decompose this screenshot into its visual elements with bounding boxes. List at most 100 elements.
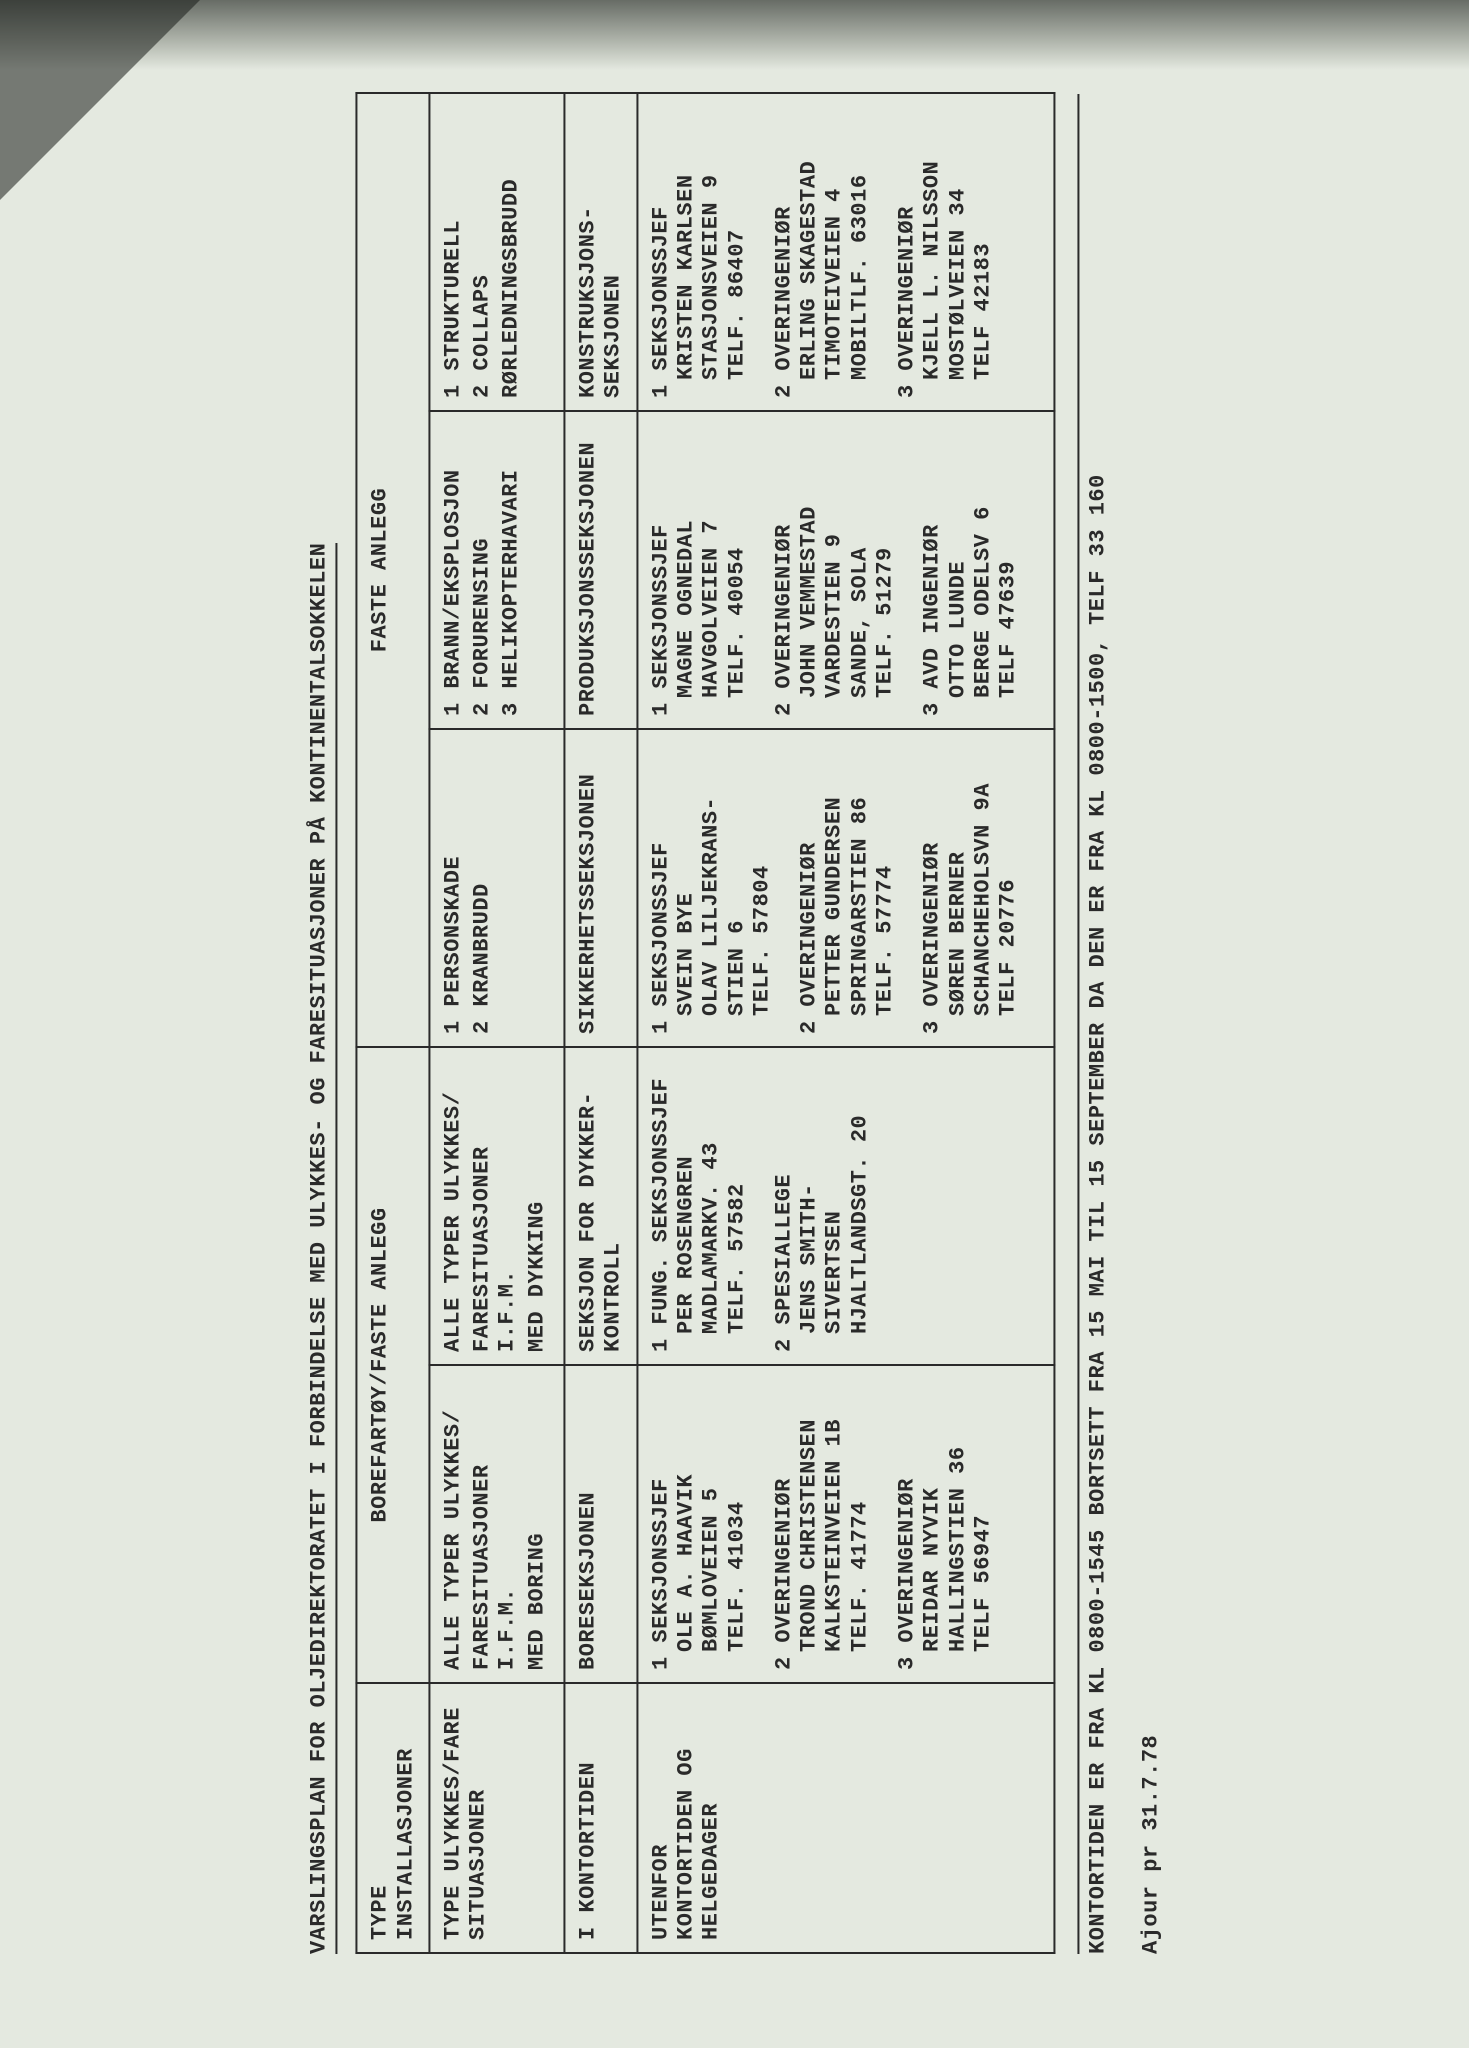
contact-title: 2 OVERINGENIØR [771, 424, 796, 716]
contact-name: SØREN BERNER [945, 742, 970, 1034]
contact-tel: TELF. 57582 [724, 1060, 749, 1352]
contact-name: ERLING SKAGESTAD [796, 106, 821, 398]
contact-tel: TELF. 57804 [749, 742, 774, 1034]
contact-tel: TELF. 57774 [872, 742, 897, 1034]
header-row: TYPE INSTALLASJONER BOREFARTØY/FASTE ANL… [356, 93, 429, 1953]
type-c4: 1 BRANN/EKSPLOSJON 2 FORURENSING 3 HELIK… [429, 411, 564, 729]
contact-addr: HAVGOLVEIEN 7 [698, 424, 723, 716]
text: FARESITUASJONER I.F.M. [469, 1060, 520, 1352]
varslingsplan-table: TYPE INSTALLASJONER BOREFARTØY/FASTE ANL… [355, 92, 1054, 1954]
kontor-c5: KONSTRUKSJONS-SEKSJONEN [564, 93, 637, 411]
contact-addr: KALKSTEINVEIEN 1B [821, 1378, 846, 1670]
contact-tel: TELF. 40054 [724, 424, 749, 716]
utenfor-c3: 1 SEKSJONSSJEFSVEIN BYEOLAV LILJEKRANS-S… [637, 729, 1054, 1047]
contact-block: 2 OVERINGENIØRJOHN VEMMESTADVARDESTIEN 9… [771, 424, 897, 716]
text: 2 FORURENSING [469, 424, 494, 716]
contact-title: 2 SPESIALLEGE [771, 1060, 796, 1352]
contact-block: 2 OVERINGENIØRPETTER GUNDERSENSPRINGARST… [796, 742, 897, 1034]
text: 3 HELIKOPTERHAVARI [498, 424, 523, 716]
type-c1: ALLE TYPER ULYKKES/ FARESITUASJONER I.F.… [429, 1365, 564, 1683]
contact-title: 1 FUNG. SEKSJONSSJEF [648, 1060, 673, 1352]
contact-title: 3 OVERINGENIØR [919, 742, 944, 1034]
contact-name: KJELL L. NILSSON [919, 106, 944, 398]
contact-addr: MADLAMARKV. 43 [698, 1060, 723, 1352]
header-group-borefartoy: BOREFARTØY/FASTE ANLEGG [356, 1047, 429, 1683]
contact-tel: MOBILTLF. 63016 [847, 106, 872, 398]
contact-addr: SCHANCHEHOLSVN 9A [970, 742, 995, 1034]
contact-block: 3 OVERINGENIØRSØREN BERNERSCHANCHEHOLSVN… [919, 742, 1020, 1034]
contact-name: JOHN VEMMESTAD [796, 424, 821, 716]
contact-title: 3 OVERINGENIØR [894, 1378, 919, 1670]
contact-name: MAGNE OGNEDAL [673, 424, 698, 716]
text: 2 KRANBRUDD [469, 742, 494, 1034]
rotated-content: VARSLINGSPLAN FOR OLJEDIREKTORATET I FOR… [266, 44, 1203, 2004]
contact-title: 1 SEKSJONSSJEF [648, 106, 673, 398]
contact-name: REIDAR NYVIK [919, 1378, 944, 1670]
kontor-c4: PRODUKSJONSSEKSJONEN [564, 411, 637, 729]
kontortiden-row: I KONTORTIDEN BORESEKSJONEN SEKSJON FOR … [564, 93, 637, 1953]
type-c3: 1 PERSONSKADE 2 KRANBRUDD [429, 729, 564, 1047]
text: ALLE TYPER ULYKKES/ [440, 1060, 465, 1352]
contact-addr: VARDESTIEN 9 [821, 424, 846, 716]
contact-title: 2 OVERINGENIØR [771, 106, 796, 398]
kontor-c2: SEKSJON FOR DYKKER-KONTROLL [564, 1047, 637, 1365]
contact-addr: BERGE ODELSV 6 [970, 424, 995, 716]
kontor-c1: BORESEKSJONEN [564, 1365, 637, 1683]
contact-addr: STASJONSVEIEN 9 [698, 106, 723, 398]
contact-block: 1 FUNG. SEKSJONSSJEFPER ROSENGRENMADLAMA… [648, 1060, 749, 1352]
contact-block: 1 SEKSJONSSJEFKRISTEN KARLSENSTASJONSVEI… [648, 106, 749, 398]
contact-addr: MOSTØLVEIEN 34 [945, 106, 970, 398]
utenfor-c1: 1 SEKSJONSSJEFOLE A. HAAVIKBØMLOVEIEN 5 T… [637, 1365, 1054, 1683]
type-c5: 1 STRUKTURELL 2 COLLAPS RØRLEDNINGSBRUDD [429, 93, 564, 411]
contact-block: 1 SEKSJONSSJEFMAGNE OGNEDALHAVGOLVEIEN 7… [648, 424, 749, 716]
text: ALLE TYPER ULYKKES/ [440, 1378, 465, 1670]
contact-tel: TELF 56947 [970, 1378, 995, 1670]
header-col0: TYPE INSTALLASJONER [356, 1683, 429, 1953]
dog-ear-corner [0, 0, 200, 200]
contact-block: 1 SEKSJONSSJEFOLE A. HAAVIKBØMLOVEIEN 5T… [648, 1378, 749, 1670]
contact-addr: BØMLOVEIEN 5 [698, 1378, 723, 1670]
contact-block: 2 SPESIALLEGEJENS SMITH-SIVERTSENHJALTLA… [771, 1060, 872, 1352]
contact-addr: OLAV LILJEKRANS-STIEN 6 [698, 742, 749, 1034]
row-label-kontor: I KONTORTIDEN [564, 1683, 637, 1953]
row-label-type: TYPE ULYKKES/FARE SITUASJONER [429, 1683, 564, 1953]
contact-block: 2 OVERINGENIØRERLING SKAGESTADTIMOTEIVEI… [771, 106, 872, 398]
utenfor-c2: 1 FUNG. SEKSJONSSJEFPER ROSENGRENMADLAMA… [637, 1047, 1054, 1365]
contact-addr: SPRINGARSTIEN 86 [847, 742, 872, 1034]
contact-block: 3 OVERINGENIØRKJELL L. NILSSONMOSTØLVEIE… [894, 106, 995, 398]
text: 2 COLLAPS [469, 106, 494, 398]
contact-block: 3 AVD INGENIØROTTO LUNDEBERGE ODELSV 6TE… [919, 424, 1020, 716]
contact-title: 1 SEKSJONSSJEF [648, 1378, 673, 1670]
type-situasjoner-row: TYPE ULYKKES/FARE SITUASJONER ALLE TYPER… [429, 93, 564, 1953]
contact-name: JENS SMITH-SIVERTSEN [796, 1060, 847, 1352]
contact-title: 3 OVERINGENIØR [894, 106, 919, 398]
contact-title: 2 OVERINGENIØR [771, 1378, 796, 1670]
contact-tel: TELF 42183 [970, 106, 995, 398]
text: RØRLEDNINGSBRUDD [498, 106, 523, 398]
kontor-c3: SIKKERHETSSEKSJONEN [564, 729, 637, 1047]
text: 1 STRUKTURELL [440, 106, 465, 398]
contact-name: TROND CHRISTENSEN [796, 1378, 821, 1670]
contact-name: PER ROSENGREN [673, 1060, 698, 1352]
contact-addr: HALLINGSTIEN 36 [945, 1378, 970, 1670]
page: VARSLINGSPLAN FOR OLJEDIREKTORATET I FOR… [0, 0, 1469, 2048]
type-c2: ALLE TYPER ULYKKES/ FARESITUASJONER I.F.… [429, 1047, 564, 1365]
document-sheet: VARSLINGSPLAN FOR OLJEDIREKTORATET I FOR… [266, 44, 1203, 2004]
contact-tel: TELF 20776 [995, 742, 1020, 1034]
footer-ajour: Ajour pr 31.7.78 [1138, 94, 1163, 1954]
contact-title: 1 SEKSJONSSJEF [648, 742, 673, 1034]
document-title: VARSLINGSPLAN FOR OLJEDIREKTORATET I FOR… [306, 543, 337, 1954]
footer-kontortid: KONTORTIDEN ER FRA KL 0800-1545 BORTSETT… [1076, 94, 1109, 1954]
contact-title: 1 SEKSJONSSJEF [648, 424, 673, 716]
contact-addr2: SANDE, SOLA [847, 424, 872, 716]
text: 1 BRANN/EKSPLOSJON [440, 424, 465, 716]
utenfor-c4: 1 SEKSJONSSJEFMAGNE OGNEDALHAVGOLVEIEN 7… [637, 411, 1054, 729]
contact-name: SVEIN BYE [673, 742, 698, 1034]
text: MED DYKKING [524, 1060, 549, 1352]
contact-name: OLE A. HAAVIK [673, 1378, 698, 1670]
text: MED BORING [524, 1378, 549, 1670]
contact-block: 1 SEKSJONSSJEFSVEIN BYEOLAV LILJEKRANS-S… [648, 742, 774, 1034]
utenfor-c5: 1 SEKSJONSSJEFKRISTEN KARLSENSTASJONSVEI… [637, 93, 1054, 411]
text: FARESITUASJONER I.F.M. [469, 1378, 520, 1670]
header-group-faste: FASTE ANLEGG [356, 93, 429, 1047]
